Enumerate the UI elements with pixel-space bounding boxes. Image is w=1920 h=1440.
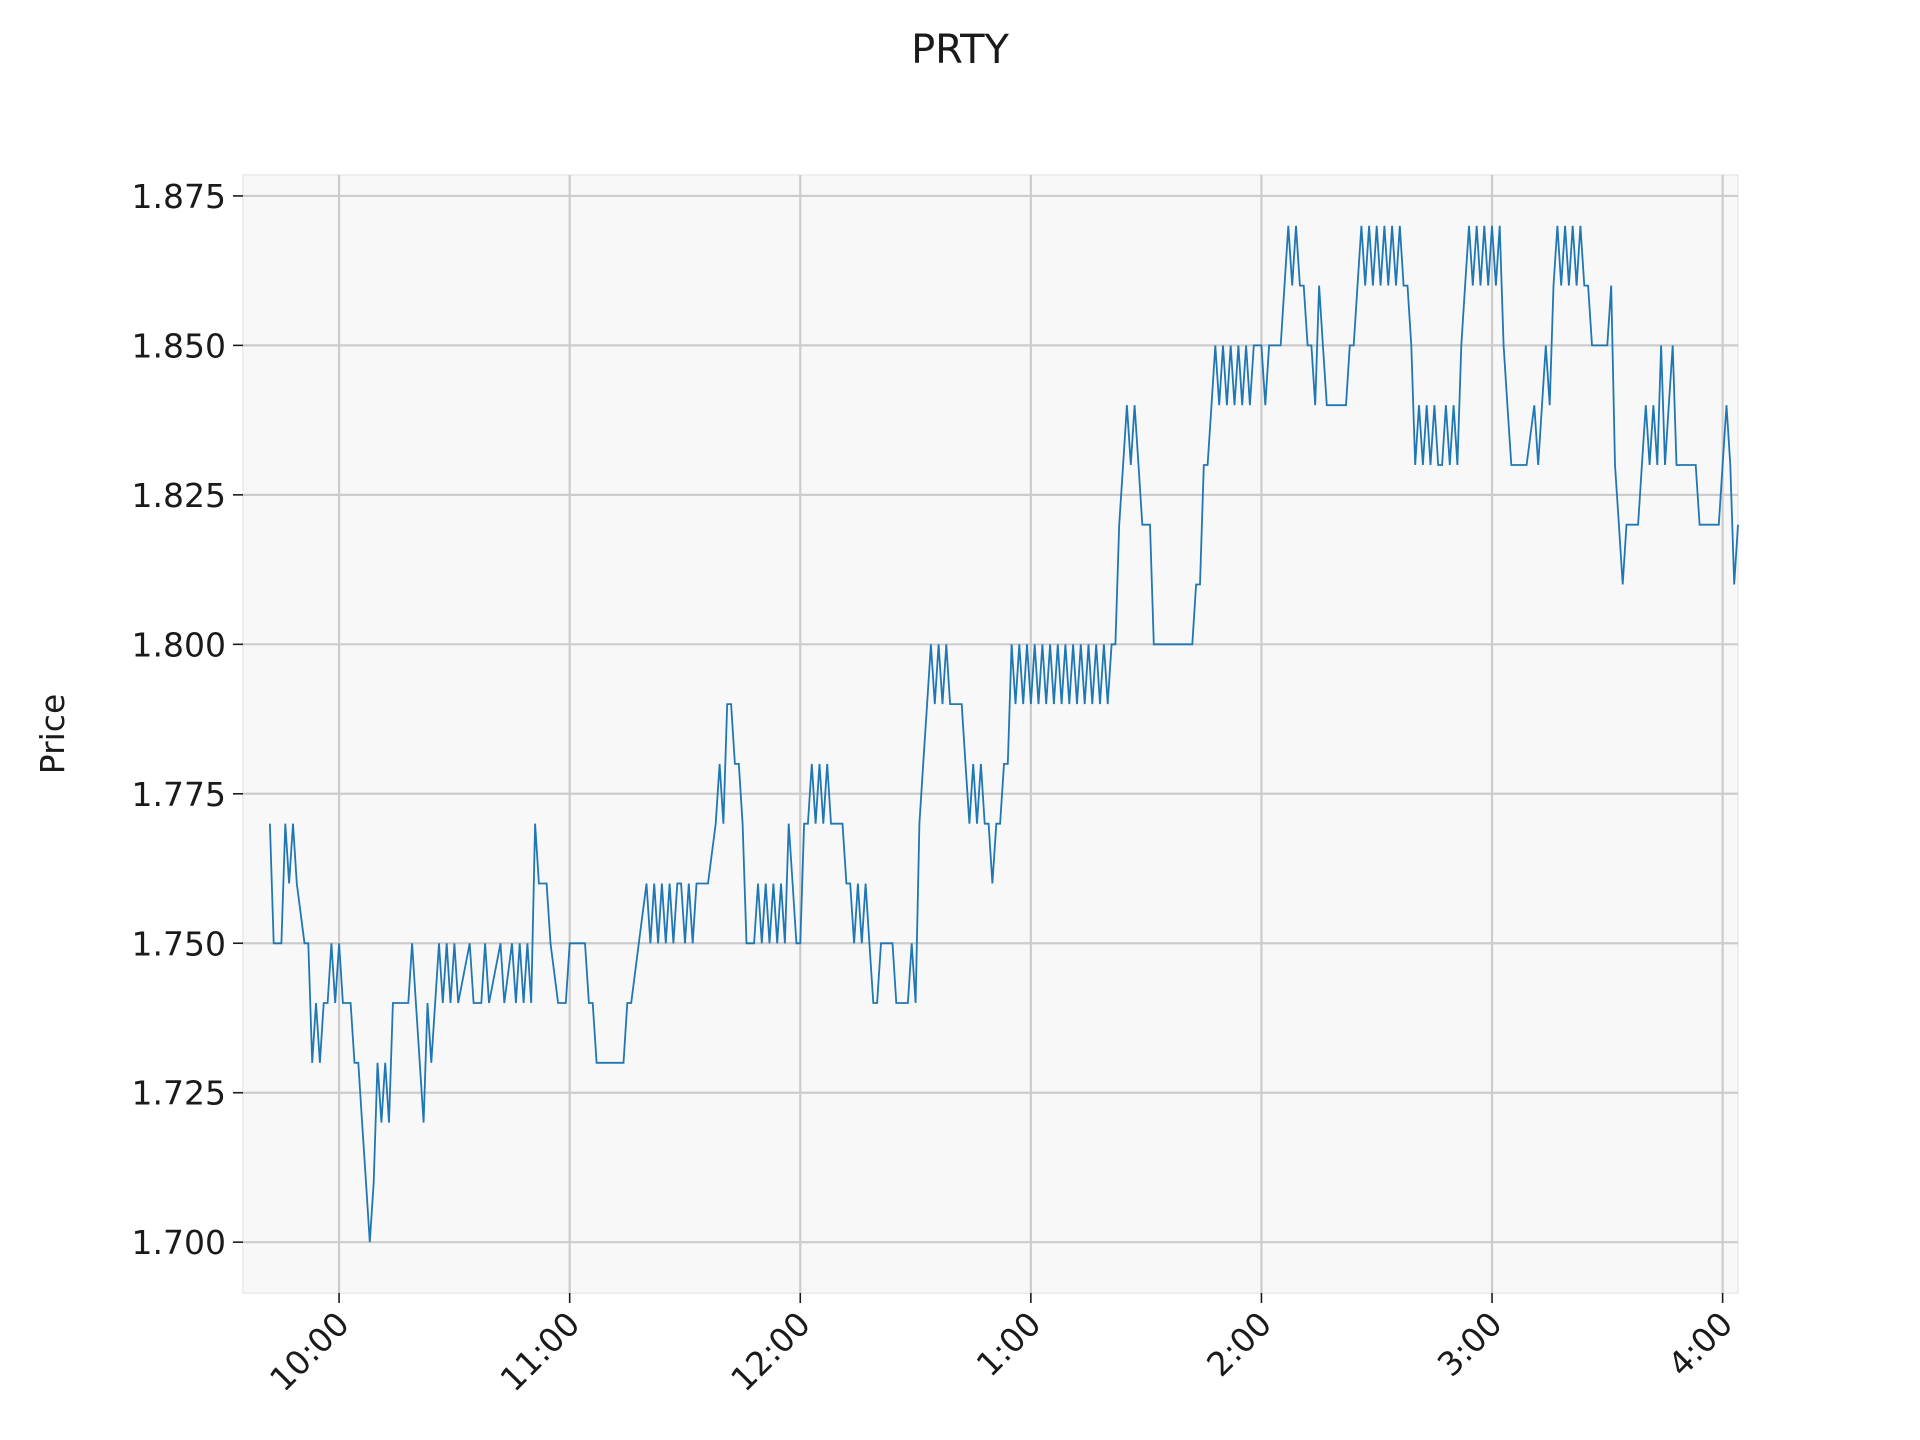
y-axis-label: Price (33, 694, 72, 775)
y-tick-label: 1.800 (132, 625, 226, 664)
y-tick-label: 1.850 (132, 326, 226, 365)
grid-lines (243, 175, 1738, 1293)
y-tick-label: 1.775 (132, 775, 226, 814)
x-tick-label: 2:00 (1199, 1304, 1279, 1384)
y-axis-ticks: 1.700 1.725 1.750 1.775 1.800 1.825 1.850 1.875 (132, 177, 243, 1262)
price-series-line (269, 225, 1739, 1243)
x-axis-ticks: 10:00 11:00 12:00 1:00 2:00 3:00 4:00 (262, 1293, 1740, 1399)
y-tick-label: 1.875 (132, 177, 226, 216)
x-tick-label: 1:00 (969, 1304, 1049, 1384)
y-tick-label: 1.825 (132, 476, 226, 515)
y-tick-label: 1.725 (132, 1074, 226, 1113)
x-tick-label: 4:00 (1660, 1304, 1740, 1384)
series-layer (269, 225, 1739, 1243)
x-tick-label: 11:00 (492, 1304, 587, 1399)
plot-area (242, 174, 1739, 1294)
x-tick-label: 3:00 (1430, 1304, 1510, 1384)
x-tick-label: 12:00 (723, 1304, 818, 1399)
y-tick-label: 1.700 (132, 1223, 226, 1262)
chart-title: PRTY (911, 27, 1009, 73)
y-tick-label: 1.750 (132, 924, 226, 963)
x-tick-label: 10:00 (262, 1304, 357, 1399)
